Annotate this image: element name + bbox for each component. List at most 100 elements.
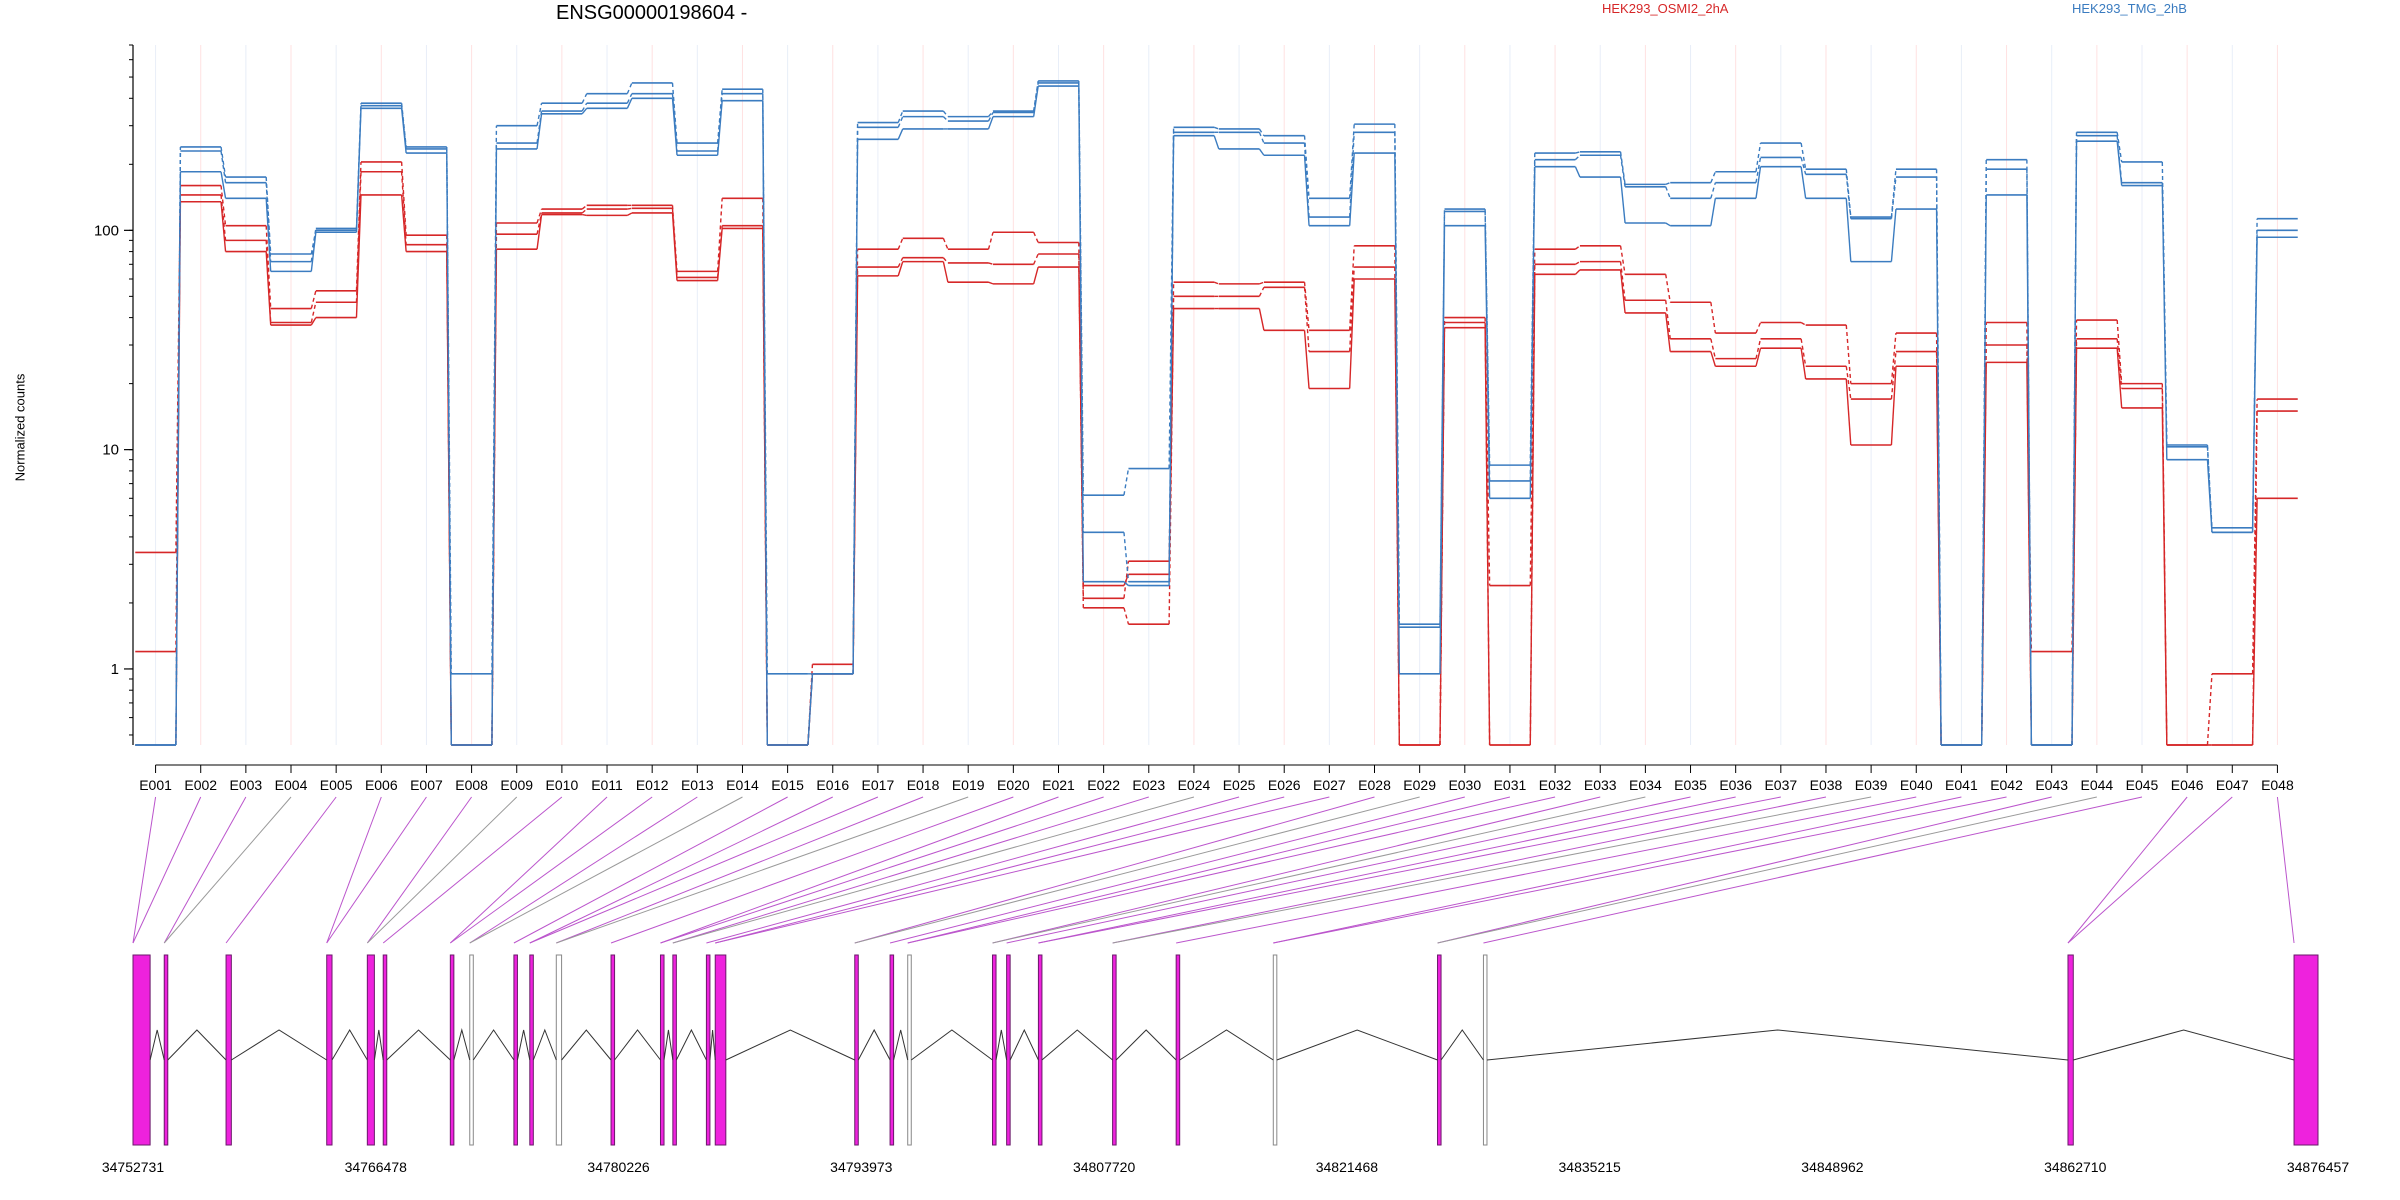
data-connector	[1348, 124, 1355, 199]
data-connector	[536, 208, 543, 224]
data-connector	[1710, 171, 1717, 183]
exon-link-line	[529, 796, 879, 944]
data-connector	[1665, 186, 1671, 199]
x-tick-label-e021: E021	[1042, 777, 1075, 793]
data-connector	[716, 198, 723, 272]
intron-line	[995, 1029, 1008, 1061]
data-connector	[1890, 351, 1897, 400]
exon-block	[513, 954, 518, 1146]
data-connector	[1981, 194, 1987, 746]
exon-link-line	[854, 796, 1420, 944]
intron-line	[663, 1029, 674, 1061]
data-connector	[1800, 321, 1806, 326]
intron-line	[1009, 1028, 1039, 1061]
data-connector	[581, 93, 588, 104]
data-connector	[310, 232, 317, 272]
data-connector	[536, 214, 543, 250]
data-connector	[1123, 532, 1130, 582]
data-connector	[1845, 366, 1852, 400]
data-connector	[355, 194, 362, 318]
data-connector	[1303, 287, 1310, 352]
data-connector	[1710, 182, 1717, 199]
x-tick-label-e044: E044	[2080, 777, 2113, 793]
data-connector	[1890, 333, 1897, 384]
data-connector	[265, 198, 272, 272]
intron-line	[1179, 1029, 1274, 1061]
x-tick-label-e018: E018	[907, 777, 940, 793]
exon-block	[163, 954, 169, 1146]
intron-line	[725, 1029, 855, 1061]
exon-link-line	[2067, 796, 2188, 944]
exon-link-line	[715, 796, 1330, 944]
exon-block	[2293, 954, 2319, 1146]
data-connector	[1890, 209, 1897, 262]
chart-title: ENSG00000198604 -	[556, 2, 748, 24]
coordinate-label: 34835215	[1559, 1159, 1622, 1175]
exon-link-line	[1176, 796, 1917, 944]
series-osmi2-2	[135, 170, 2298, 746]
data-connector	[942, 110, 949, 118]
x-tick-label-e038: E038	[1810, 777, 1843, 793]
data-connector	[220, 146, 227, 178]
exon-link-line	[1038, 796, 1736, 944]
x-tick-label-e039: E039	[1855, 777, 1888, 793]
exon-link-line	[610, 796, 1014, 944]
exon-link-line	[1112, 796, 1827, 944]
data-connector	[1213, 135, 1220, 150]
data-connector	[1755, 338, 1762, 359]
x-tick-label-e015: E015	[771, 777, 804, 793]
data-connector	[1033, 231, 1039, 243]
y-tick-label: 100	[94, 222, 119, 239]
data-connector	[2206, 459, 2213, 533]
x-tick-label-e024: E024	[1178, 777, 1211, 793]
exon-link-line	[382, 796, 563, 944]
data-connector	[987, 116, 994, 130]
data-connector	[671, 212, 678, 281]
data-connector	[1665, 181, 1671, 186]
data-connector	[536, 103, 543, 126]
x-tick-label-e043: E043	[2035, 777, 2068, 793]
data-connector	[1032, 85, 1039, 117]
x-tick-label-e029: E029	[1403, 777, 1436, 793]
exon-link-line	[672, 796, 1195, 944]
data-connector	[2251, 237, 2258, 533]
x-tick-label-e003: E003	[230, 777, 263, 793]
exon-link-line	[2276, 796, 2295, 944]
coordinate-label: 34848962	[1801, 1159, 1864, 1175]
exon-link-line	[529, 796, 833, 944]
data-connector	[852, 139, 859, 674]
data-connector	[627, 212, 633, 216]
exon-block	[132, 954, 151, 1146]
data-connector	[987, 232, 994, 250]
x-tick-label-e030: E030	[1448, 777, 1481, 793]
data-connector	[400, 171, 407, 245]
data-connector	[536, 212, 543, 235]
exon-link-line	[513, 796, 788, 944]
data-connector	[220, 171, 227, 199]
exon-link-line	[854, 796, 1375, 944]
data-connector	[897, 261, 904, 277]
data-connector	[175, 171, 182, 746]
exon-link-line	[1273, 796, 2007, 944]
exon-link-line	[672, 796, 1149, 944]
x-tick-label-e033: E033	[1584, 777, 1617, 793]
data-connector	[1078, 86, 1085, 582]
data-connector	[1484, 225, 1491, 499]
data-connector	[1574, 166, 1581, 178]
series-tmg-5	[135, 82, 2298, 746]
data-connector	[581, 204, 588, 210]
exon-link-line	[469, 796, 698, 944]
x-tick-label-e016: E016	[816, 777, 849, 793]
data-connector	[1439, 327, 1446, 746]
data-connector	[1439, 225, 1446, 674]
exon-block	[714, 954, 727, 1146]
data-connector	[987, 112, 994, 122]
data-connector	[1574, 154, 1581, 161]
data-connector	[1484, 327, 1491, 746]
data-connector	[988, 262, 994, 265]
data-connector	[1123, 607, 1130, 625]
exon-link-line	[706, 796, 1240, 944]
exon-link-line	[225, 796, 337, 944]
data-connector	[1348, 245, 1355, 331]
data-connector	[220, 150, 227, 183]
